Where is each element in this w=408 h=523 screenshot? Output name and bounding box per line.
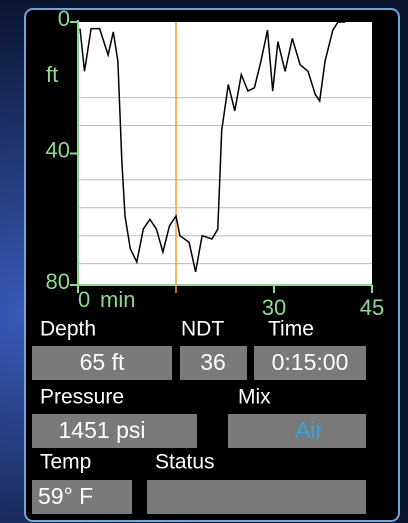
y-tick-label: 40 <box>46 137 70 162</box>
field-value: 36 <box>200 349 226 375</box>
field-label: Depth <box>40 318 96 341</box>
field-label: Status <box>155 451 215 474</box>
field-label: Time <box>268 318 314 341</box>
field-label: NDT <box>181 318 224 341</box>
field-value: Air <box>295 417 323 443</box>
field-label: Pressure <box>40 386 124 409</box>
field-value: 59° F <box>38 483 93 509</box>
field-value: 1451 psi <box>59 417 146 443</box>
field-label: Temp <box>40 451 91 474</box>
y-tick-label: 0 <box>58 6 70 31</box>
field-value: 65 ft <box>80 349 125 375</box>
x-tick-label: 45 <box>360 295 384 320</box>
field-box <box>147 480 366 514</box>
field-label: Mix <box>238 386 271 409</box>
y-axis-label: ft <box>46 62 58 87</box>
dive-screen: 04080ft03045min Depth NDT Time 65 ft 36 … <box>0 0 408 523</box>
x-tick-label: 30 <box>262 295 286 320</box>
y-tick-label: 80 <box>46 269 70 294</box>
field-value: 0:15:00 <box>272 349 349 375</box>
x-axis-label: min <box>100 287 135 312</box>
x-tick-label: 0 <box>78 287 90 312</box>
